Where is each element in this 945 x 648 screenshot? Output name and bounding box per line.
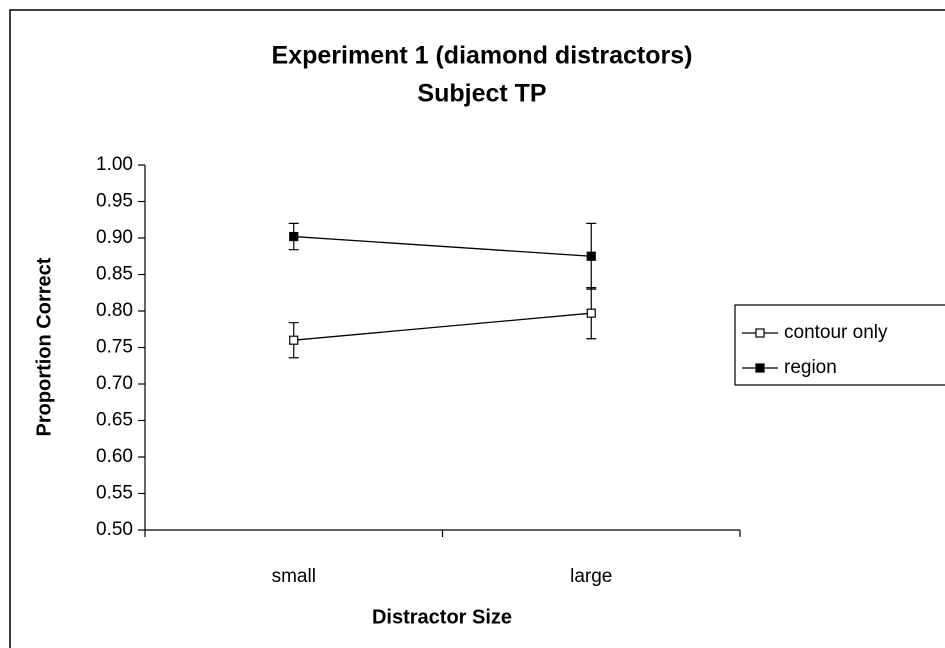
y-tick-label: 0.50	[96, 519, 133, 540]
data-point	[289, 335, 299, 345]
y-tick-label: 0.70	[96, 373, 133, 394]
y-tick-label: 0.65	[96, 410, 133, 431]
y-tick-label: 0.80	[96, 300, 133, 321]
data-point	[289, 231, 299, 242]
y-tick-label: 0.60	[96, 446, 133, 467]
chart-title: Subject TP	[417, 80, 546, 108]
y-tick-label: 0.55	[96, 483, 133, 504]
y-tick-label: 1.00	[96, 154, 133, 175]
y-tick-label: 0.85	[96, 264, 133, 285]
legend-box	[734, 304, 945, 386]
y-tick-label: 0.75	[96, 337, 133, 358]
series-line	[293, 235, 592, 257]
legend-marker	[755, 328, 765, 338]
data-point	[586, 251, 596, 261]
legend-label: contour only	[784, 322, 888, 343]
x-axis-label: Distractor Size	[372, 606, 512, 628]
y-tick-label: 0.90	[96, 227, 133, 248]
y-axis-label: Proportion Correct	[33, 257, 55, 436]
y-tick-label: 0.95	[96, 191, 133, 212]
x-tick-label: large	[570, 566, 612, 587]
legend-label: region	[784, 357, 837, 378]
x-tick-label: small	[272, 566, 316, 587]
series-line	[293, 312, 592, 341]
data-point	[586, 308, 596, 318]
legend-marker	[755, 363, 765, 373]
chart-title: Experiment 1 (diamond distractors)	[272, 42, 693, 70]
